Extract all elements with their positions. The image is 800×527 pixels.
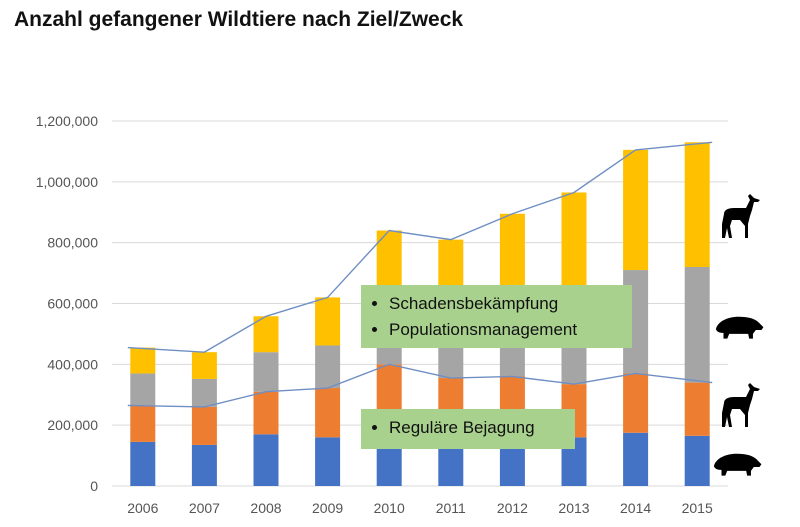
y-tick-label: 0	[90, 478, 98, 494]
bar-segment	[130, 347, 156, 374]
x-tick-label: 2014	[620, 500, 651, 516]
x-tick-label: 2013	[558, 500, 589, 516]
bar-segment	[191, 406, 217, 445]
callout-item-regular-hunting: Reguläre Bejagung	[389, 415, 565, 441]
bar-segment	[623, 149, 649, 271]
x-tick-label: 2008	[250, 500, 281, 516]
bar-segment	[253, 391, 279, 435]
deer-icon	[722, 383, 760, 427]
x-tick-label: 2012	[497, 500, 528, 516]
x-tick-label: 2007	[189, 500, 220, 516]
callout-item-population-management: Populationsmanagement	[389, 317, 622, 343]
boar-icon	[713, 453, 762, 476]
y-tick-label: 600,000	[47, 296, 98, 312]
bar-segment	[253, 434, 279, 486]
bar-segment	[623, 432, 649, 486]
bar-segment	[684, 435, 710, 486]
bar-segment	[253, 352, 279, 392]
bar-segment	[315, 388, 341, 438]
bar-segment	[253, 316, 279, 353]
bar-segment	[315, 297, 341, 346]
x-tick-label: 2006	[127, 500, 158, 516]
bar-segment	[623, 373, 649, 433]
bar-segment	[561, 192, 587, 292]
boar-icon	[715, 316, 764, 339]
bar-segment	[191, 352, 217, 379]
callout-damage-control: Schadensbekämpfung Populationsmanagement	[361, 285, 632, 348]
x-tick-label: 2010	[374, 500, 405, 516]
trend-line	[127, 363, 713, 408]
y-tick-label: 800,000	[47, 235, 98, 251]
trend-line	[127, 141, 713, 353]
y-tick-label: 200,000	[47, 417, 98, 433]
x-tick-label: 2009	[312, 500, 343, 516]
bar-segment	[130, 405, 156, 442]
bar-segment	[315, 345, 341, 389]
x-axis-tick-labels: 2006 2007 2008 2009 2010 2011 2012 2013 2014 2015	[127, 500, 713, 516]
deer-icon	[722, 194, 760, 238]
bar-segment	[191, 444, 217, 486]
x-tick-label: 2015	[682, 500, 713, 516]
bar-segment	[130, 441, 156, 486]
bar-segment	[130, 373, 156, 406]
bar-segment	[315, 437, 341, 486]
chart-title: Anzahl gefangener Wildtiere nach Ziel/Zw…	[14, 8, 464, 31]
y-tick-label: 400,000	[47, 356, 98, 372]
bar-segment	[191, 378, 217, 407]
animal-icons	[713, 194, 764, 476]
y-axis-tick-labels: 0 200,000 400,000 600,000 800,000 1,000,000 1,…	[36, 113, 99, 494]
callout-regular-hunting: Reguläre Bejagung	[361, 409, 575, 449]
x-tick-label: 2011	[436, 500, 466, 516]
bar-segment	[684, 142, 710, 267]
callout-item-damage-control: Schadensbekämpfung	[389, 291, 622, 317]
bar-segment	[684, 382, 710, 436]
trend-lines	[127, 141, 713, 408]
bar-segment	[684, 267, 710, 383]
y-tick-label: 1,200,000	[36, 113, 98, 129]
y-tick-label: 1,000,000	[36, 174, 98, 190]
